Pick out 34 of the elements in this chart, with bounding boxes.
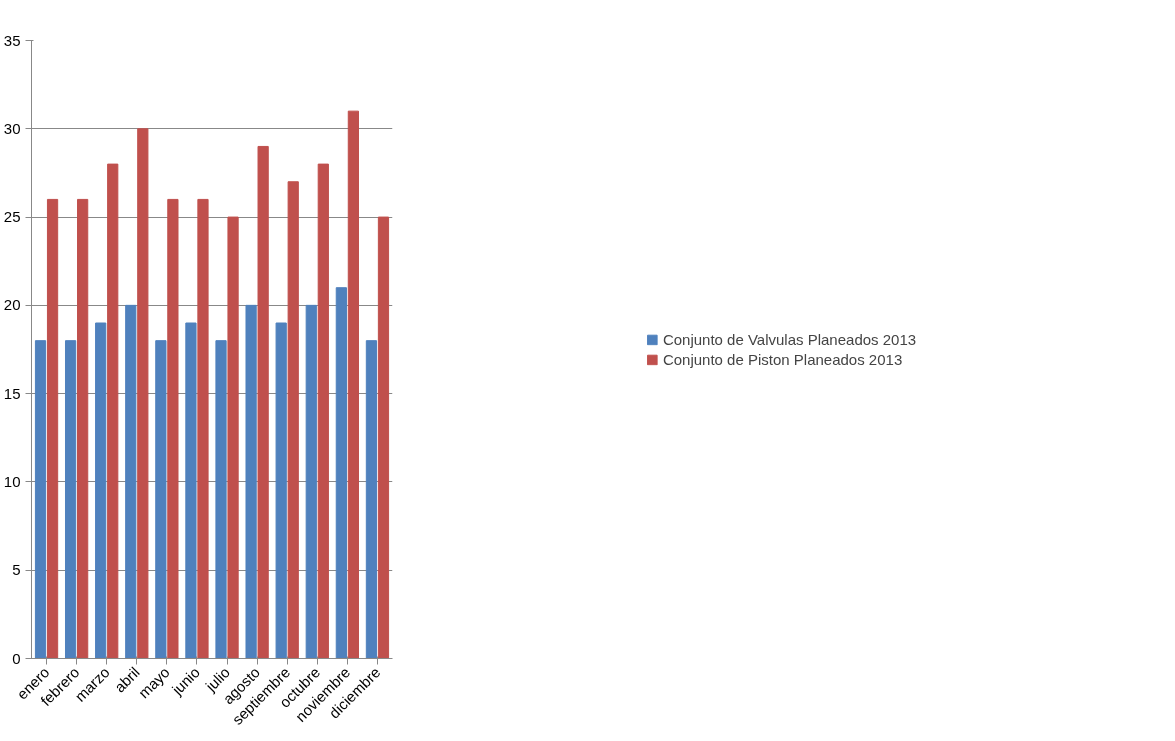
bar <box>347 110 360 659</box>
bar <box>155 340 167 659</box>
y-tick-label: 20 <box>3 296 21 314</box>
y-tick-label: 10 <box>3 472 21 490</box>
y-tick-label: 35 <box>3 31 21 49</box>
bar <box>335 287 347 659</box>
bar <box>227 216 239 659</box>
bar <box>64 340 77 659</box>
bar <box>95 322 107 659</box>
bar <box>197 198 209 659</box>
bar <box>137 128 149 659</box>
bar <box>107 163 119 659</box>
bar <box>185 322 197 659</box>
y-tick-label: 25 <box>3 208 21 226</box>
bar <box>305 304 317 659</box>
bar <box>245 304 257 659</box>
bar <box>377 216 390 659</box>
y-tick-label: 30 <box>3 119 21 137</box>
bar <box>77 198 89 659</box>
bar <box>167 198 179 659</box>
bar <box>46 198 59 659</box>
legend-label: Conjunto de Piston Planeados 2013 <box>662 350 903 368</box>
y-tick-label: 15 <box>3 384 21 402</box>
bar <box>275 322 287 659</box>
bar <box>287 181 299 659</box>
y-tick-label: 5 <box>12 561 21 579</box>
bar <box>317 163 329 659</box>
bar <box>125 304 137 659</box>
y-tick-label: 0 <box>12 649 21 667</box>
legend-label: Conjunto de Valvulas Planeados 2013 <box>662 330 917 348</box>
bar <box>215 340 227 659</box>
bar <box>34 340 47 659</box>
bar <box>257 145 269 659</box>
bar <box>365 340 378 659</box>
